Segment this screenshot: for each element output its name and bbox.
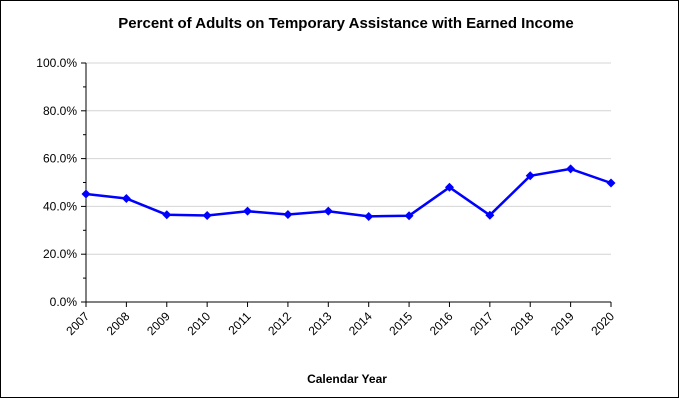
x-tick-label: 2012	[265, 309, 294, 338]
chart-title: Percent of Adults on Temporary Assistanc…	[118, 15, 573, 32]
x-tick-label: 2018	[508, 309, 537, 338]
data-point	[283, 210, 293, 220]
x-tick-label: 2020	[588, 309, 617, 338]
y-tick-label: 20.0%	[43, 247, 77, 261]
x-tick-label: 2008	[104, 309, 133, 338]
data-point	[404, 211, 414, 221]
data-point	[444, 182, 454, 192]
series-layer	[81, 164, 616, 221]
x-tick-label: 2019	[548, 309, 577, 338]
y-tick-label: 40.0%	[43, 199, 77, 213]
data-point	[525, 171, 535, 181]
y-tick-labels: 0.0% 20.0% 40.0% 60.0% 80.0% 100.0%	[36, 56, 77, 309]
data-point	[606, 178, 616, 188]
data-point	[364, 211, 374, 221]
y-tick-label: 60.0%	[43, 152, 77, 166]
x-tick-label: 2017	[467, 309, 496, 338]
gridlines	[86, 62, 611, 255]
x-tick-label: 2015	[386, 309, 415, 338]
data-point	[121, 194, 131, 204]
x-tick-label: 2010	[184, 309, 213, 338]
data-point	[566, 164, 576, 174]
x-tick-labels: 2007 2008 2009 2010 2011 2012 2013 2014 2015 2016…	[63, 309, 617, 338]
x-axis-label: Calendar Year	[307, 372, 387, 386]
x-tick-label: 2007	[63, 309, 92, 338]
x-tick-label: 2011	[226, 309, 254, 337]
y-tick-label: 80.0%	[43, 104, 77, 118]
series-line	[85, 167, 612, 218]
x-tick-label: 2016	[427, 309, 456, 338]
x-tick-label: 2014	[346, 309, 375, 338]
data-point	[202, 210, 212, 220]
data-point	[162, 210, 172, 220]
axes	[81, 62, 612, 307]
x-tick-label: 2009	[144, 309, 173, 338]
x-tick-label: 2013	[306, 309, 335, 338]
data-point	[485, 210, 495, 220]
data-point	[81, 189, 91, 199]
data-point	[243, 206, 253, 216]
data-point	[323, 206, 333, 216]
y-tick-label: 0.0%	[50, 295, 78, 309]
y-tick-label: 100.0%	[36, 56, 77, 70]
